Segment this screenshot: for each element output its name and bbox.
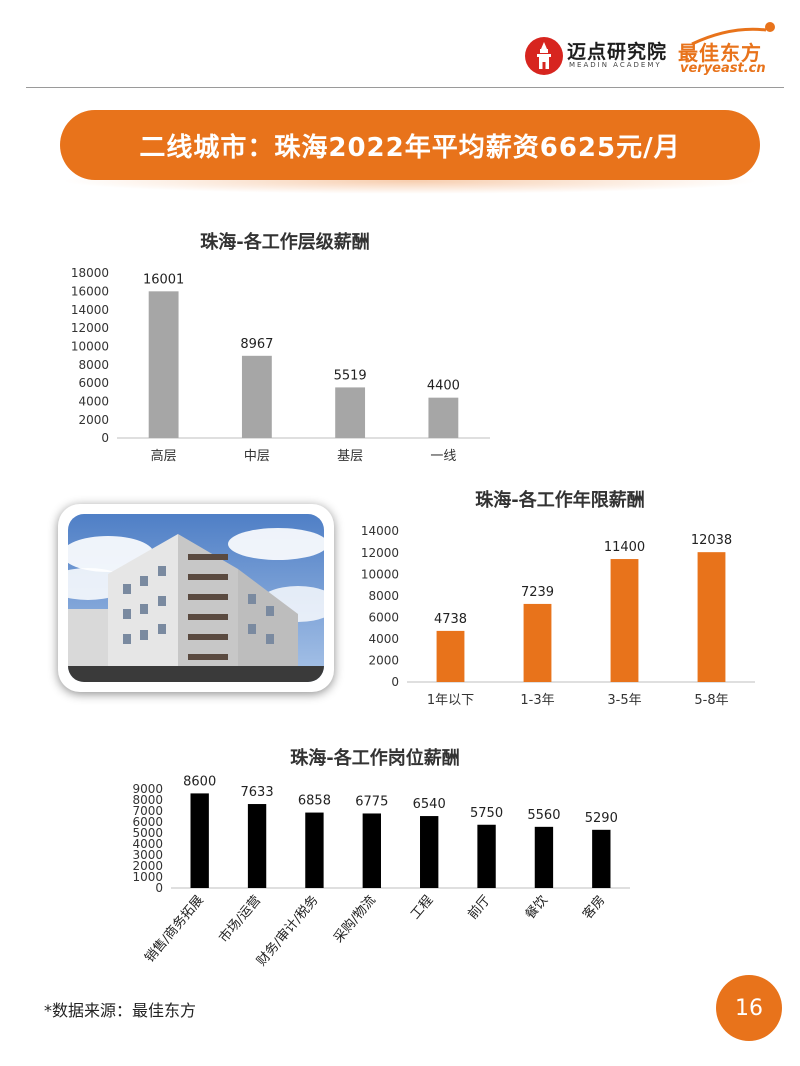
y-tick-label: 6000 [132, 815, 163, 829]
meadin-logo-icon [525, 37, 563, 75]
data-label: 5290 [585, 811, 618, 826]
y-tick-label: 4000 [368, 632, 399, 646]
page-number: 16 [735, 995, 763, 1021]
data-label: 8600 [183, 774, 216, 789]
data-source-note: *数据来源：最佳东方 [44, 1001, 197, 1020]
y-tick-label: 7000 [132, 804, 163, 818]
y-tick-label: 10000 [71, 340, 109, 354]
chart-title: 珠海-各工作层级薪酬 [200, 231, 369, 253]
y-tick-label: 8000 [368, 589, 399, 603]
y-tick-label: 12000 [361, 546, 399, 560]
building-photo-icon [68, 514, 324, 682]
category-label: 工程 [408, 893, 436, 923]
bar [247, 804, 267, 888]
header-divider [26, 87, 784, 88]
chart-job-level: 珠海-各工作层级薪酬 0 2000 4000 6000 8000 10000 12000 140… [71, 231, 490, 464]
category-label: 5-8年 [694, 693, 728, 708]
category-label: 高层 [151, 448, 177, 464]
bar [335, 387, 366, 438]
data-label: 5750 [470, 806, 503, 821]
y-tick-label: 1000 [132, 870, 163, 884]
data-label: 8967 [240, 337, 273, 352]
chart-work-years: 珠海-各工作年限薪酬 0 2000 4000 6000 8000 10000 12000 140… [361, 489, 755, 708]
chart-job-position: 珠海-各工作岗位薪酬010002000300040005000600070008… [132, 747, 630, 969]
y-tick-label: 0 [101, 431, 109, 445]
category-label: 市场/运营 [216, 892, 265, 945]
y-tick-label: 2000 [132, 859, 163, 873]
chart-title: 珠海-各工作年限薪酬 [475, 489, 644, 511]
y-tick-label: 2000 [78, 413, 109, 427]
y-tick-label: 14000 [71, 303, 109, 317]
title-banner: 二线城市：珠海2022年平均薪资6625元/月 [60, 110, 760, 180]
veryeast-brand-name: 最佳东方 [678, 41, 762, 65]
category-label: 基层 [337, 449, 363, 464]
y-tick-label: 5000 [132, 826, 163, 840]
y-tick-label: 10000 [361, 567, 399, 581]
y-tick-label: 18000 [71, 266, 109, 280]
bar [190, 793, 209, 888]
bar [592, 829, 611, 888]
category-label: 1-3年 [520, 693, 554, 708]
bar [148, 291, 179, 438]
data-label: 4400 [427, 379, 460, 394]
meadin-brand-subtitle: MEADIN ACADEMY [569, 61, 662, 69]
category-label: 一线 [430, 449, 456, 464]
category-label: 1年以下 [427, 693, 474, 708]
meadin-brand-name: 迈点研究院 [567, 41, 668, 63]
category-label: 销售/商务拓展 [142, 892, 207, 965]
y-tick-label: 0 [391, 675, 399, 689]
y-tick-label: 0 [155, 881, 163, 895]
data-label: 7239 [521, 585, 554, 600]
data-label: 7633 [241, 785, 274, 800]
page-number-badge: 16 [716, 975, 782, 1041]
data-label: 12038 [691, 533, 732, 548]
category-label: 3-5年 [607, 693, 641, 708]
category-label: 餐饮 [522, 892, 551, 922]
veryeast-brand-url: veryeast.cn [680, 61, 766, 76]
bar [610, 559, 639, 682]
category-label: 采购/物流 [330, 892, 379, 945]
chart-title: 珠海-各工作岗位薪酬 [290, 747, 459, 769]
category-label: 前厅 [465, 892, 494, 922]
building-photo [68, 514, 324, 682]
veryeast-swoosh-icon [691, 22, 775, 46]
y-tick-label: 3000 [132, 848, 163, 862]
data-label: 5519 [334, 368, 367, 383]
data-label: 16001 [143, 272, 184, 287]
bar [420, 816, 439, 888]
y-tick-label: 4000 [132, 837, 163, 851]
y-tick-label: 4000 [78, 395, 109, 409]
bar [523, 603, 552, 682]
data-label: 5560 [527, 808, 560, 823]
bar [362, 813, 381, 888]
y-tick-label: 6000 [368, 610, 399, 624]
data-label: 6858 [298, 794, 331, 809]
category-label: 财务/审计/税务 [253, 892, 321, 969]
bar [436, 630, 465, 682]
page-title: 二线城市：珠海2022年平均薪资6625元/月 [139, 132, 681, 163]
y-tick-label: 6000 [78, 376, 109, 390]
data-label: 4738 [434, 612, 467, 627]
data-label: 11400 [604, 540, 645, 555]
data-label: 6540 [413, 797, 446, 812]
category-label: 客房 [579, 892, 608, 922]
y-tick-label: 9000 [132, 782, 163, 796]
y-tick-label: 14000 [361, 524, 399, 538]
bar [477, 824, 496, 888]
y-tick-label: 8000 [78, 358, 109, 372]
y-tick-label: 8000 [132, 793, 163, 807]
y-tick-label: 16000 [71, 285, 109, 299]
bar [241, 355, 272, 438]
category-label: 中层 [244, 449, 270, 464]
y-tick-label: 12000 [71, 321, 109, 335]
y-tick-label: 2000 [368, 654, 399, 668]
bar [697, 552, 726, 682]
bar [305, 812, 324, 888]
bar [428, 397, 459, 438]
data-label: 6775 [355, 794, 388, 809]
bar [534, 826, 554, 888]
